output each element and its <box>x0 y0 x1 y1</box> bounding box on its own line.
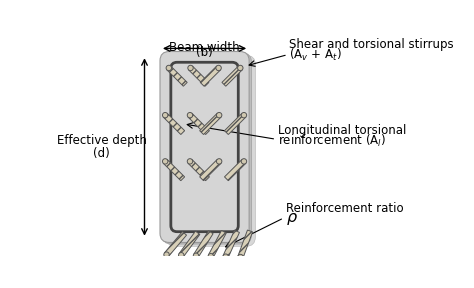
Text: (b): (b) <box>196 46 213 59</box>
Circle shape <box>237 65 243 71</box>
Circle shape <box>217 159 222 164</box>
Polygon shape <box>189 66 209 86</box>
Polygon shape <box>194 231 213 257</box>
Circle shape <box>166 65 172 71</box>
Polygon shape <box>163 160 185 181</box>
Circle shape <box>238 254 243 260</box>
Circle shape <box>188 65 193 71</box>
Circle shape <box>241 159 246 164</box>
Text: reinforcement (A$_l$): reinforcement (A$_l$) <box>278 133 386 149</box>
Text: Beam width: Beam width <box>169 41 240 54</box>
Polygon shape <box>163 113 185 134</box>
Polygon shape <box>223 230 239 258</box>
Polygon shape <box>200 160 221 181</box>
Polygon shape <box>164 232 187 256</box>
Circle shape <box>193 253 199 258</box>
FancyBboxPatch shape <box>162 53 251 244</box>
Circle shape <box>187 159 193 164</box>
Circle shape <box>187 113 193 118</box>
Circle shape <box>164 252 169 257</box>
Text: (A$_v$ + A$_t$): (A$_v$ + A$_t$) <box>290 47 342 63</box>
Circle shape <box>179 253 184 258</box>
FancyBboxPatch shape <box>166 55 255 246</box>
Circle shape <box>216 65 221 71</box>
Polygon shape <box>238 230 253 258</box>
Circle shape <box>223 254 228 259</box>
Polygon shape <box>200 66 220 86</box>
Polygon shape <box>222 66 242 86</box>
Polygon shape <box>188 160 210 181</box>
Text: Longitudinal torsional: Longitudinal torsional <box>278 124 406 137</box>
FancyBboxPatch shape <box>160 52 249 242</box>
Text: Effective depth: Effective depth <box>57 134 147 147</box>
Polygon shape <box>167 66 187 86</box>
Circle shape <box>163 113 168 118</box>
Polygon shape <box>209 230 226 257</box>
Polygon shape <box>200 113 221 134</box>
Text: Shear and torsional stirrups: Shear and torsional stirrups <box>290 38 454 51</box>
Polygon shape <box>188 113 210 134</box>
Text: Reinforcement ratio: Reinforcement ratio <box>285 202 403 215</box>
Circle shape <box>163 159 168 164</box>
Circle shape <box>241 113 246 118</box>
Polygon shape <box>225 160 246 181</box>
Circle shape <box>217 113 222 118</box>
Polygon shape <box>179 231 200 257</box>
Text: (d): (d) <box>93 147 110 160</box>
Polygon shape <box>225 113 246 134</box>
Circle shape <box>208 253 213 259</box>
Text: $\rho$: $\rho$ <box>285 211 298 227</box>
